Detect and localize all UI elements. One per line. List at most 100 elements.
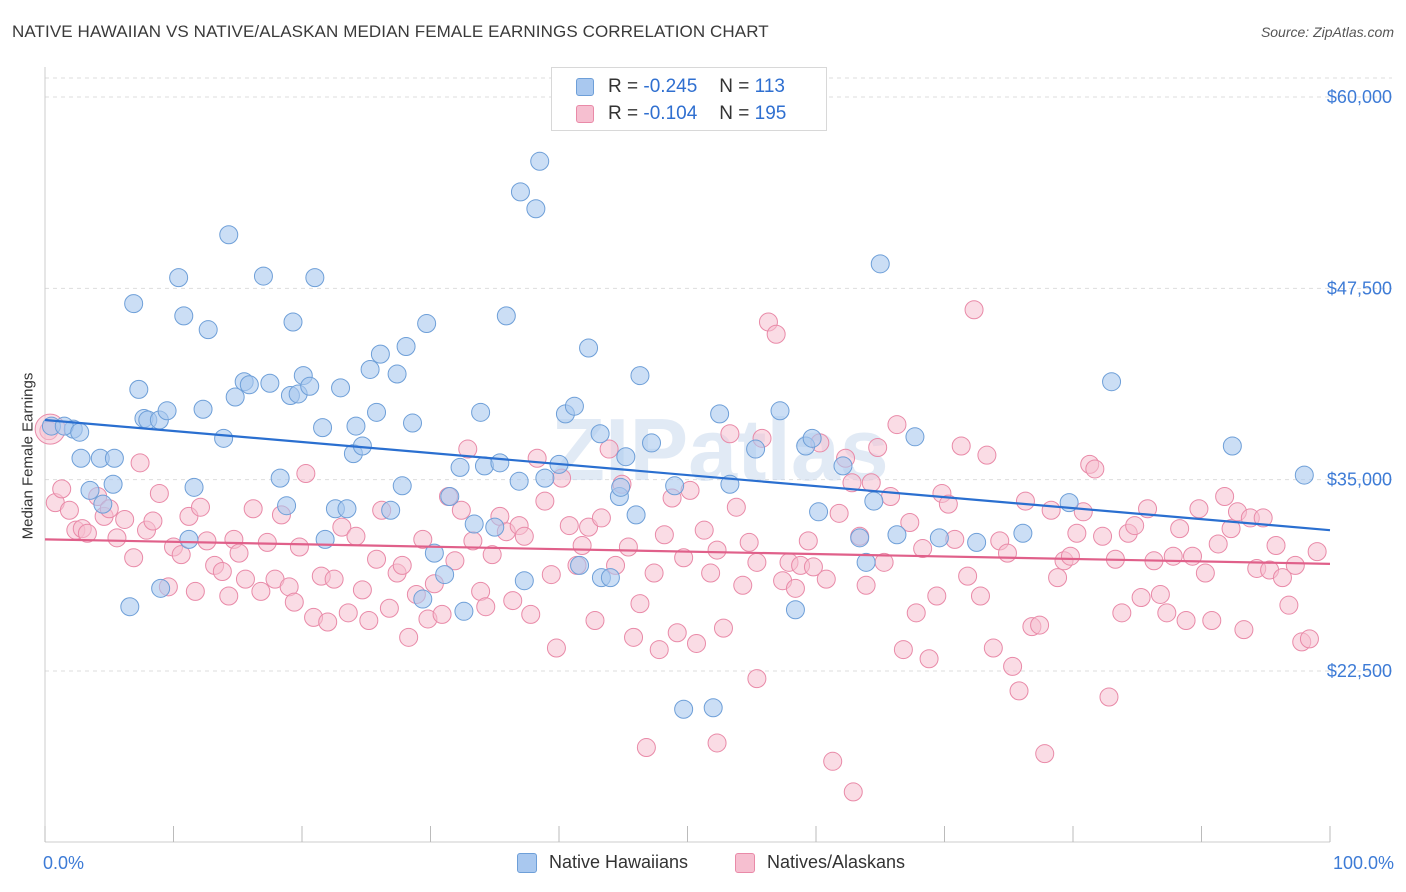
data-point-native-hawaiians [485,517,505,537]
data-point-native-hawaiians [967,532,987,552]
data-point-native-hawaiians [417,314,437,334]
data-point-native-hawaiians [833,456,853,476]
data-point-native-hawaiians [440,487,460,507]
y-tick-label: $47,500 [1327,278,1392,298]
data-point-native-hawaiians [809,502,829,522]
data-point-native-hawaiians [454,601,474,621]
y-tick-label: $60,000 [1327,87,1392,107]
data-point-native-hawaiians [392,476,412,496]
data-point-native-hawaiians [1102,372,1122,392]
data-point-natives-alaskans [332,517,352,537]
data-point-natives-alaskans [1112,603,1132,623]
data-point-natives-alaskans [1215,487,1235,507]
legend-n-label: N = [719,76,750,97]
data-point-native-hawaiians [535,468,555,488]
data-point-natives-alaskans [843,782,863,802]
data-point-natives-alaskans [816,569,836,589]
data-point-natives-alaskans [1067,523,1087,543]
data-point-natives-alaskans [747,669,767,689]
data-point-natives-alaskans [1015,491,1035,511]
data-point-natives-alaskans [212,562,232,582]
data-point-native-hawaiians [850,528,870,548]
data-point-native-hawaiians [864,491,884,511]
data-point-natives-alaskans [1073,502,1093,522]
data-point-native-hawaiians [616,447,636,467]
data-point-natives-alaskans [579,517,599,537]
data-point-natives-alaskans [1048,568,1068,588]
legend-row-natives-alaskans: R = -0.104 N = 195 [576,103,786,125]
data-point-natives-alaskans [1234,620,1254,640]
data-point-natives-alaskans [143,511,163,531]
data-point-natives-alaskans [674,548,694,568]
data-point-natives-alaskans [572,535,592,555]
data-point-native-hawaiians [120,597,140,617]
data-point-natives-alaskans [1285,555,1305,575]
data-point-natives-alaskans [458,439,478,459]
data-point-natives-alaskans [707,733,727,753]
data-point-natives-alaskans [1279,595,1299,615]
legend-r-value: -0.104 [643,103,698,124]
data-point-native-hawaiians [1013,523,1033,543]
legend-n-label: N = [719,103,750,124]
series-natives-alaskans [34,300,1327,802]
data-point-natives-alaskans [913,539,933,559]
data-point-natives-alaskans [636,738,656,758]
x-tick-label: 100.0% [1333,853,1394,873]
data-point-native-hawaiians [1294,465,1314,485]
data-point-native-hawaiians [198,320,218,340]
data-point-natives-alaskans [927,586,947,606]
data-point-native-hawaiians [665,476,685,496]
data-point-native-hawaiians [710,404,730,424]
data-point-natives-alaskans [352,580,372,600]
data-point-native-hawaiians [785,600,805,620]
data-point-natives-alaskans [190,497,210,517]
data-point-native-hawaiians [564,396,584,416]
data-point-natives-alaskans [739,532,759,552]
data-point-native-hawaiians [253,266,273,286]
data-point-natives-alaskans [694,520,714,540]
data-point-natives-alaskans [906,603,926,623]
source-label: Source: ZipAtlas.com [1260,24,1394,40]
data-point-natives-alaskans [938,494,958,514]
data-point-native-hawaiians [509,471,529,491]
data-point-natives-alaskans [541,565,561,585]
trend-line-natives-alaskans [44,538,1331,565]
data-point-native-hawaiians [450,457,470,477]
data-point-native-hawaiians [770,401,790,421]
data-point-natives-alaskans [243,499,263,519]
data-point-natives-alaskans [785,578,805,598]
data-point-native-hawaiians [331,378,351,398]
data-point-natives-alaskans [842,473,862,493]
data-point-native-hawaiians [193,399,213,419]
data-point-natives-alaskans [720,424,740,444]
data-point-native-hawaiians [219,225,239,245]
data-point-native-hawaiians [283,312,303,332]
data-point-native-hawaiians [856,552,876,572]
data-point-native-hawaiians [260,373,280,393]
data-point-native-hawaiians [305,268,325,288]
data-point-natives-alaskans [318,612,338,632]
data-point-native-hawaiians [300,376,320,396]
data-point-native-hawaiians [526,199,546,219]
data-point-natives-alaskans [338,603,358,623]
data-point-natives-alaskans [624,627,644,647]
data-point-natives-alaskans [1170,519,1190,539]
legend-swatch-blue [517,852,537,873]
data-point-native-hawaiians [514,571,534,591]
data-point-natives-alaskans [149,483,169,503]
data-point-natives-alaskans [823,751,843,771]
data-point-native-hawaiians [270,468,290,488]
data-point-native-hawaiians [674,699,694,719]
y-tick-label: $35,000 [1327,470,1392,490]
data-point-natives-alaskans [1035,744,1055,764]
data-point-native-hawaiians [169,268,189,288]
data-point-native-hawaiians [93,494,113,514]
data-point-native-hawaiians [214,428,234,448]
data-point-natives-alaskans [861,473,881,493]
data-point-natives-alaskans [798,531,818,551]
data-point-native-hawaiians [225,387,245,407]
data-point-natives-alaskans [235,569,255,589]
data-point-native-hawaiians [802,428,822,448]
data-point-native-hawaiians [490,453,510,473]
data-point-natives-alaskans [919,649,939,669]
